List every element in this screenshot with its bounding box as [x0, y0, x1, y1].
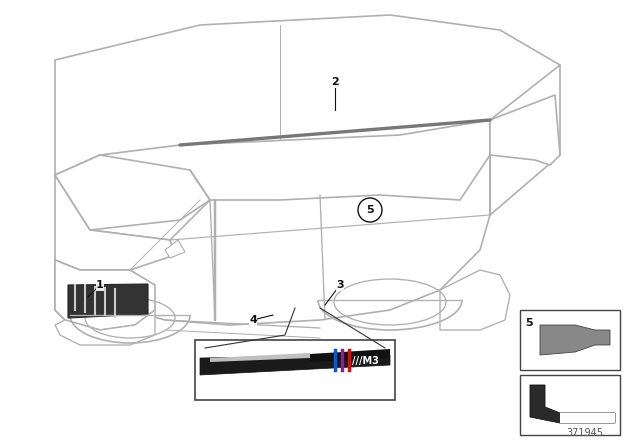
Text: 2: 2 [331, 77, 339, 87]
Polygon shape [540, 325, 610, 355]
Text: ///M3: ///M3 [351, 356, 378, 366]
Text: 371945: 371945 [566, 428, 604, 438]
Polygon shape [55, 310, 155, 345]
Text: 3: 3 [336, 280, 344, 290]
Circle shape [358, 198, 382, 222]
FancyBboxPatch shape [520, 310, 620, 370]
Polygon shape [560, 413, 615, 423]
Text: 1: 1 [96, 280, 104, 290]
Polygon shape [68, 284, 148, 318]
Polygon shape [530, 385, 615, 423]
Polygon shape [55, 155, 210, 230]
Polygon shape [55, 260, 155, 330]
Polygon shape [55, 155, 490, 330]
Polygon shape [440, 270, 510, 330]
Polygon shape [55, 175, 175, 270]
Polygon shape [210, 353, 310, 362]
Polygon shape [490, 65, 560, 215]
Text: 5: 5 [366, 205, 374, 215]
Text: 5: 5 [525, 318, 532, 328]
FancyBboxPatch shape [195, 340, 395, 400]
FancyBboxPatch shape [520, 375, 620, 435]
Polygon shape [310, 349, 390, 362]
Polygon shape [165, 240, 185, 258]
Polygon shape [490, 95, 560, 165]
Polygon shape [200, 355, 390, 375]
Text: 4: 4 [249, 315, 257, 325]
Polygon shape [55, 15, 560, 175]
